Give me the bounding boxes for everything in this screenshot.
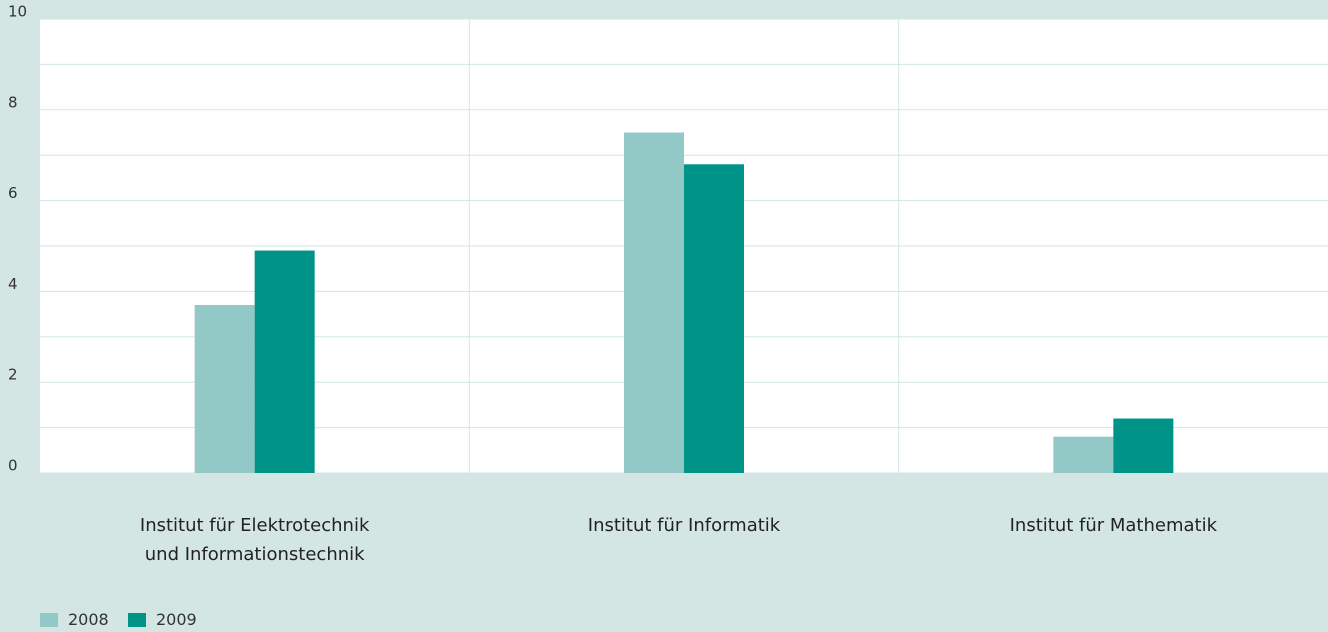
legend-label: 2008 [68, 610, 109, 629]
y-tick-label: 2 [8, 366, 18, 384]
legend-swatch [128, 612, 146, 627]
x-tick-label: Institut für Informatik [587, 515, 781, 536]
x-tick-label: Institut für Mathematik [1009, 515, 1218, 536]
x-tick-label: Institut für Elektrotechnik und Informat… [139, 515, 370, 565]
legend-item: 2008 [40, 610, 109, 629]
y-tick-label: 4 [8, 275, 18, 293]
y-tick-label: 10 [8, 3, 27, 21]
bar [1113, 418, 1174, 473]
legend-swatch [40, 612, 58, 627]
legend-item: 2009 [128, 610, 197, 629]
bar [254, 250, 315, 473]
bar [194, 305, 255, 473]
y-tick-label: 0 [8, 457, 18, 475]
y-tick-label: 6 [8, 184, 18, 202]
legend-label: 2009 [156, 610, 197, 629]
y-tick-label: 8 [8, 93, 18, 111]
bar [684, 164, 744, 473]
bar [1053, 436, 1114, 473]
bar [624, 132, 684, 473]
